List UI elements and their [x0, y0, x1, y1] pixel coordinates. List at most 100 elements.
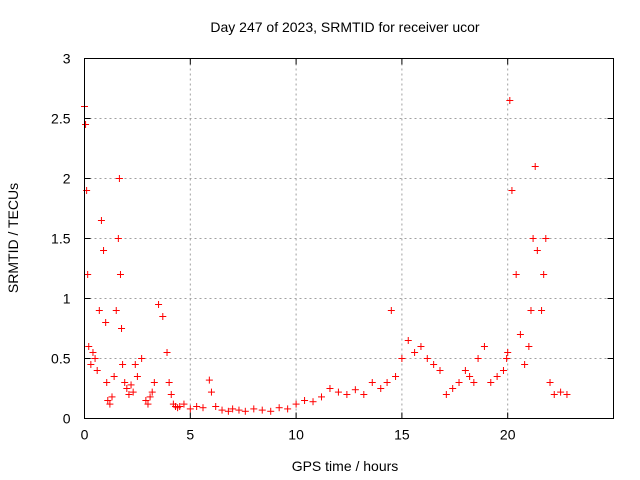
data-point: [85, 343, 93, 350]
x-axis-label: GPS time / hours: [292, 458, 399, 474]
data-point: [159, 313, 167, 320]
data-point: [258, 406, 266, 414]
y-tick-labels: 0 0.5 1 1.5 2 2.5 3: [51, 51, 71, 427]
data-point: [529, 235, 537, 242]
data-point: [368, 379, 376, 386]
data-point: [114, 235, 122, 242]
data-point: [540, 271, 548, 278]
data-point: [148, 388, 156, 396]
x-tick-label: 5: [186, 427, 194, 443]
data-point: [193, 403, 201, 410]
data-point: [91, 355, 99, 362]
x-tick-label: 10: [288, 427, 304, 443]
data-point: [542, 235, 550, 242]
data-point: [387, 307, 395, 314]
data-point: [360, 391, 368, 398]
data-point: [550, 391, 558, 398]
data-point: [250, 405, 258, 413]
data-point: [563, 391, 571, 398]
grid: [84, 58, 614, 419]
data-point: [93, 367, 101, 374]
data-point: [301, 397, 309, 404]
data-point: [235, 406, 243, 414]
data-point: [144, 400, 152, 408]
data-point: [557, 388, 565, 396]
data-point: [116, 271, 124, 278]
data-point: [207, 388, 215, 396]
data-point: [119, 361, 127, 368]
data-point: [104, 397, 112, 404]
y-axis-label: SRMTID / TECUs: [5, 183, 21, 293]
data-point: [82, 121, 90, 128]
data-point: [512, 271, 520, 278]
data-point: [442, 391, 450, 398]
data-point: [176, 403, 184, 410]
x-tick-label: 0: [81, 427, 89, 443]
data-point: [398, 355, 406, 362]
data-point: [112, 307, 120, 314]
data-point: [180, 400, 188, 408]
data-point: [466, 373, 474, 380]
data-points: [81, 97, 571, 415]
data-point: [474, 355, 482, 362]
data-point: [97, 217, 105, 224]
data-point: [205, 376, 213, 384]
data-point: [275, 404, 283, 412]
data-point: [377, 385, 385, 392]
data-point: [163, 349, 171, 356]
data-point: [538, 307, 546, 314]
x-tick-label: 15: [394, 427, 410, 443]
data-point: [127, 381, 135, 389]
data-point: [531, 163, 539, 170]
y-tick-label: 1: [63, 291, 71, 307]
chart-title: Day 247 of 2023, SRMTID for receiver uco…: [210, 19, 480, 35]
data-point: [455, 379, 463, 386]
data-point: [493, 373, 501, 380]
data-point: [108, 393, 116, 401]
data-point: [527, 307, 535, 314]
data-point: [417, 343, 425, 350]
data-point: [121, 379, 129, 386]
data-point: [334, 388, 342, 396]
data-point: [165, 379, 173, 386]
data-point: [480, 343, 488, 350]
y-tick-label: 1.5: [51, 231, 71, 247]
data-point: [212, 403, 220, 410]
data-point: [430, 361, 438, 368]
y-tick-label: 3: [63, 51, 71, 67]
data-point: [115, 175, 123, 182]
data-point: [229, 405, 237, 413]
data-point: [150, 379, 158, 386]
data-point: [461, 367, 469, 374]
data-point: [123, 385, 131, 392]
data-point: [508, 187, 516, 194]
data-point: [118, 325, 126, 332]
data-point: [103, 379, 111, 386]
data-point: [186, 405, 194, 413]
data-point: [411, 349, 419, 356]
data-point: [146, 393, 154, 401]
data-point: [423, 355, 431, 362]
x-tick-label: 20: [500, 427, 516, 443]
data-point: [267, 407, 275, 415]
data-point: [84, 271, 92, 278]
data-point: [487, 379, 495, 386]
data-point: [516, 331, 524, 338]
data-point: [351, 386, 359, 394]
y-tick-label: 2: [63, 171, 71, 187]
data-point: [138, 355, 146, 362]
data-point: [436, 367, 444, 374]
data-point: [506, 97, 514, 104]
data-point: [133, 373, 141, 380]
data-point: [499, 367, 507, 374]
data-point: [326, 385, 334, 392]
data-point: [131, 361, 139, 368]
data-point: [102, 319, 110, 326]
data-point: [383, 379, 391, 386]
y-tick-label: 0: [63, 411, 71, 427]
data-point: [100, 247, 108, 254]
data-point: [284, 405, 292, 413]
data-point: [110, 373, 118, 380]
data-point: [317, 393, 325, 401]
